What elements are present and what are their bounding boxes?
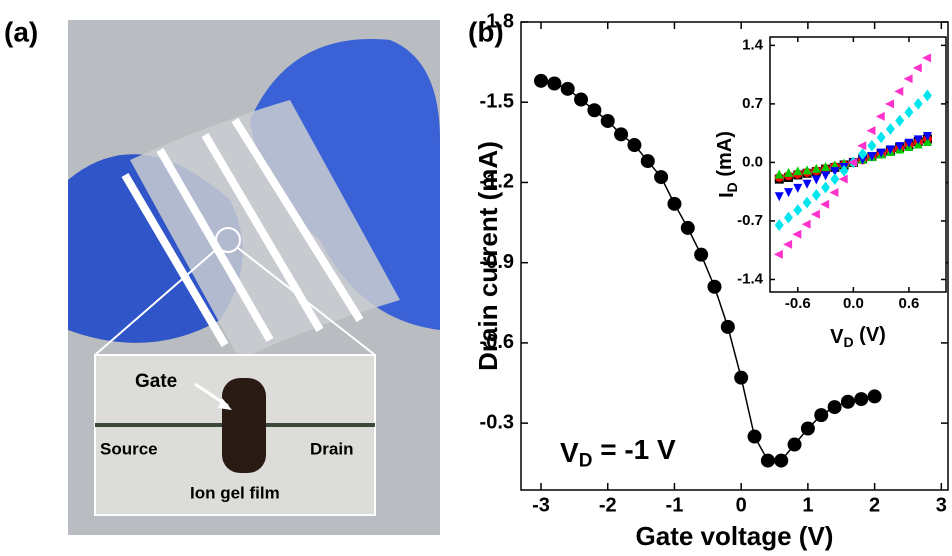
marker <box>828 400 842 414</box>
x-tick-label: -1 <box>666 494 684 516</box>
x-axis-label: VD (V) <box>830 324 886 349</box>
annotation: VD = -1 V <box>560 434 676 471</box>
marker <box>774 454 788 468</box>
figure: Gate Source Drain Ion gel film (a) (b) -… <box>0 0 952 556</box>
y-tick-label: -0.7 <box>737 212 763 229</box>
y-tick-label: 1.4 <box>742 36 764 53</box>
marker <box>788 438 802 452</box>
y-tick-label: -1.4 <box>737 270 764 287</box>
x-axis-label-part: (V) <box>854 324 886 346</box>
marker <box>748 430 762 444</box>
x-tick-label: 3 <box>936 494 947 516</box>
x-axis-label-part: V <box>830 326 844 348</box>
y-axis-label-part: D <box>724 182 740 192</box>
x-tick-label: 0.6 <box>899 295 920 312</box>
annotation-part: = -1 V <box>592 434 676 465</box>
marker <box>534 74 548 88</box>
x-tick-label: 0.0 <box>843 295 864 312</box>
panel-label: (a) <box>4 16 38 47</box>
x-tick-label: 2 <box>869 494 880 516</box>
annotation-part: V <box>560 437 579 468</box>
gate-label: Gate <box>135 371 177 392</box>
marker <box>854 392 868 406</box>
marker <box>734 371 748 385</box>
marker <box>841 395 855 409</box>
marker <box>667 197 681 211</box>
marker <box>574 93 588 107</box>
x-tick-label: 0 <box>736 494 747 516</box>
marker <box>641 154 655 168</box>
inset-background <box>770 37 946 292</box>
marker <box>627 138 641 152</box>
y-axis-label: ID (mA) <box>714 131 739 198</box>
x-tick-label: -3 <box>532 494 550 516</box>
ion-gel <box>222 378 266 473</box>
photo: Gate Source Drain Ion gel film <box>68 20 440 535</box>
x-axis-label: Gate voltage (V) <box>636 521 834 551</box>
y-axis-label: Drain current (mA) <box>473 141 503 371</box>
marker <box>694 248 708 262</box>
y-axis-label-part: (mA) <box>714 131 736 182</box>
marker <box>801 421 815 435</box>
x-tick-label: -2 <box>599 494 617 516</box>
x-tick-label: 1 <box>802 494 813 516</box>
y-tick-label: -1.8 <box>480 10 514 32</box>
y-tick-label: 0.0 <box>742 153 763 170</box>
annotation-part: D <box>579 451 593 472</box>
y-tick-label: -1.5 <box>480 91 514 113</box>
marker <box>561 82 575 96</box>
x-tick-label: -0.6 <box>785 295 811 312</box>
marker <box>681 221 695 235</box>
marker <box>547 77 561 91</box>
source-label: Source <box>100 439 158 458</box>
marker <box>587 103 601 117</box>
marker <box>814 408 828 422</box>
marker <box>761 454 775 468</box>
drain-label: Drain <box>310 439 353 458</box>
x-axis-label-part: D <box>844 334 854 350</box>
marker <box>721 320 735 334</box>
y-tick-label: 0.7 <box>742 95 763 112</box>
y-tick-label: -0.3 <box>480 411 514 433</box>
film-label: Ion gel film <box>190 483 280 502</box>
marker <box>707 280 721 294</box>
marker <box>868 389 882 403</box>
marker <box>654 170 668 184</box>
marker <box>601 114 615 128</box>
marker <box>614 127 628 141</box>
